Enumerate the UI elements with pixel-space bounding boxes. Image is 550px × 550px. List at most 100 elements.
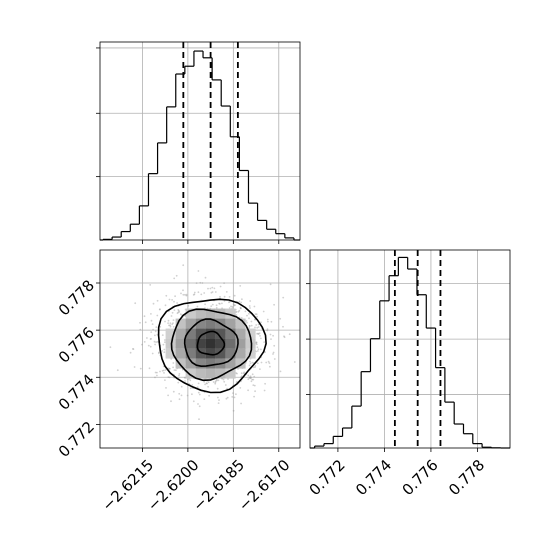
scatter-point [133, 366, 136, 368]
scatter-point [207, 287, 209, 290]
scatter-point [249, 377, 252, 380]
scatter-point [250, 324, 253, 327]
scatter-point [239, 307, 242, 310]
histogram-param1-ticks [306, 283, 478, 452]
scatter-point [240, 317, 243, 319]
scatter-point [213, 287, 216, 290]
scatter-point [158, 308, 161, 311]
scatter-point [211, 303, 214, 306]
scatter-point [288, 333, 291, 336]
scatter-point [217, 379, 220, 382]
density-block [175, 348, 186, 359]
scatter-point [217, 402, 220, 404]
histogram-param0-steps [100, 50, 300, 241]
density-block [235, 328, 246, 339]
scatter-point [171, 323, 174, 326]
scatter-point [154, 376, 156, 379]
scatter-point [196, 305, 199, 308]
scatter-point [150, 319, 153, 322]
scatter-point [170, 315, 173, 317]
scatter-point [216, 387, 219, 390]
density-block [185, 338, 196, 349]
scatter-point [168, 368, 171, 370]
scatter-point [234, 304, 236, 306]
scatter-point [253, 375, 256, 378]
joint-density-grid [100, 250, 300, 448]
scatter-point [269, 333, 272, 336]
scatter-point [197, 391, 200, 394]
scatter-point [146, 337, 148, 339]
scatter-point [139, 367, 142, 370]
scatter-point [263, 389, 266, 392]
scatter-point [193, 293, 196, 296]
scatter-point [193, 291, 196, 294]
scatter-point [249, 360, 251, 363]
scatter-point [172, 390, 175, 393]
scatter-point [167, 322, 170, 324]
scatter-point [250, 380, 253, 383]
scatter-point [266, 318, 269, 321]
scatter-point [196, 386, 199, 389]
scatter-point [228, 307, 231, 309]
scatter-point [203, 292, 206, 294]
density-block [215, 368, 226, 379]
density-block [165, 338, 176, 349]
scatter-point [164, 320, 166, 323]
scatter-point [246, 314, 248, 317]
density-block [235, 338, 246, 349]
scatter-point [247, 378, 250, 381]
scatter-point [239, 285, 242, 287]
scatter-point [232, 409, 235, 412]
scatter-point [232, 392, 234, 394]
density-block [185, 368, 196, 379]
scatter-point [165, 294, 168, 297]
scatter-point [184, 376, 187, 379]
scatter-point [256, 362, 259, 365]
scatter-point [214, 380, 217, 383]
scatter-point [174, 295, 177, 298]
scatter-point [132, 348, 134, 350]
scatter-point [266, 329, 269, 332]
scatter-point [219, 285, 222, 288]
scatter-point [257, 323, 260, 326]
scatter-point [212, 381, 215, 383]
scatter-point [199, 281, 202, 284]
scatter-point [272, 353, 274, 355]
scatter-point [164, 369, 167, 371]
scatter-point [260, 348, 262, 351]
scatter-point [178, 309, 180, 312]
scatter-point [283, 335, 285, 338]
scatter-point [164, 341, 166, 344]
scatter-point [250, 320, 253, 323]
density-block [225, 338, 236, 349]
scatter-point [217, 396, 219, 399]
scatter-point [175, 274, 178, 277]
scatter-point [240, 301, 243, 304]
scatter-point [211, 291, 214, 293]
density-block [195, 338, 206, 349]
scatter-point [282, 296, 285, 299]
scatter-point [251, 361, 254, 364]
scatter-point [203, 380, 206, 383]
joint-x-tick-labels: −2.6215−2.6200−2.6185−2.6170 [98, 456, 293, 515]
scatter-point [256, 346, 259, 349]
scatter-point [164, 379, 166, 381]
scatter-point [177, 311, 180, 314]
scatter-point [248, 326, 251, 329]
scatter-point [201, 282, 204, 284]
scatter-point [157, 351, 160, 354]
scatter-point [264, 351, 266, 353]
scatter-point [184, 377, 186, 379]
joint-density-ticks [96, 282, 280, 452]
scatter-point [168, 298, 171, 301]
density-block [185, 318, 196, 329]
scatter-point [200, 293, 203, 296]
scatter-point [168, 324, 170, 327]
scatter-point [180, 394, 183, 397]
scatter-point [169, 322, 172, 325]
density-block [165, 348, 176, 359]
scatter-point [251, 378, 254, 381]
scatter-point [198, 405, 201, 408]
scatter-point [248, 325, 251, 327]
scatter-point [185, 294, 188, 297]
